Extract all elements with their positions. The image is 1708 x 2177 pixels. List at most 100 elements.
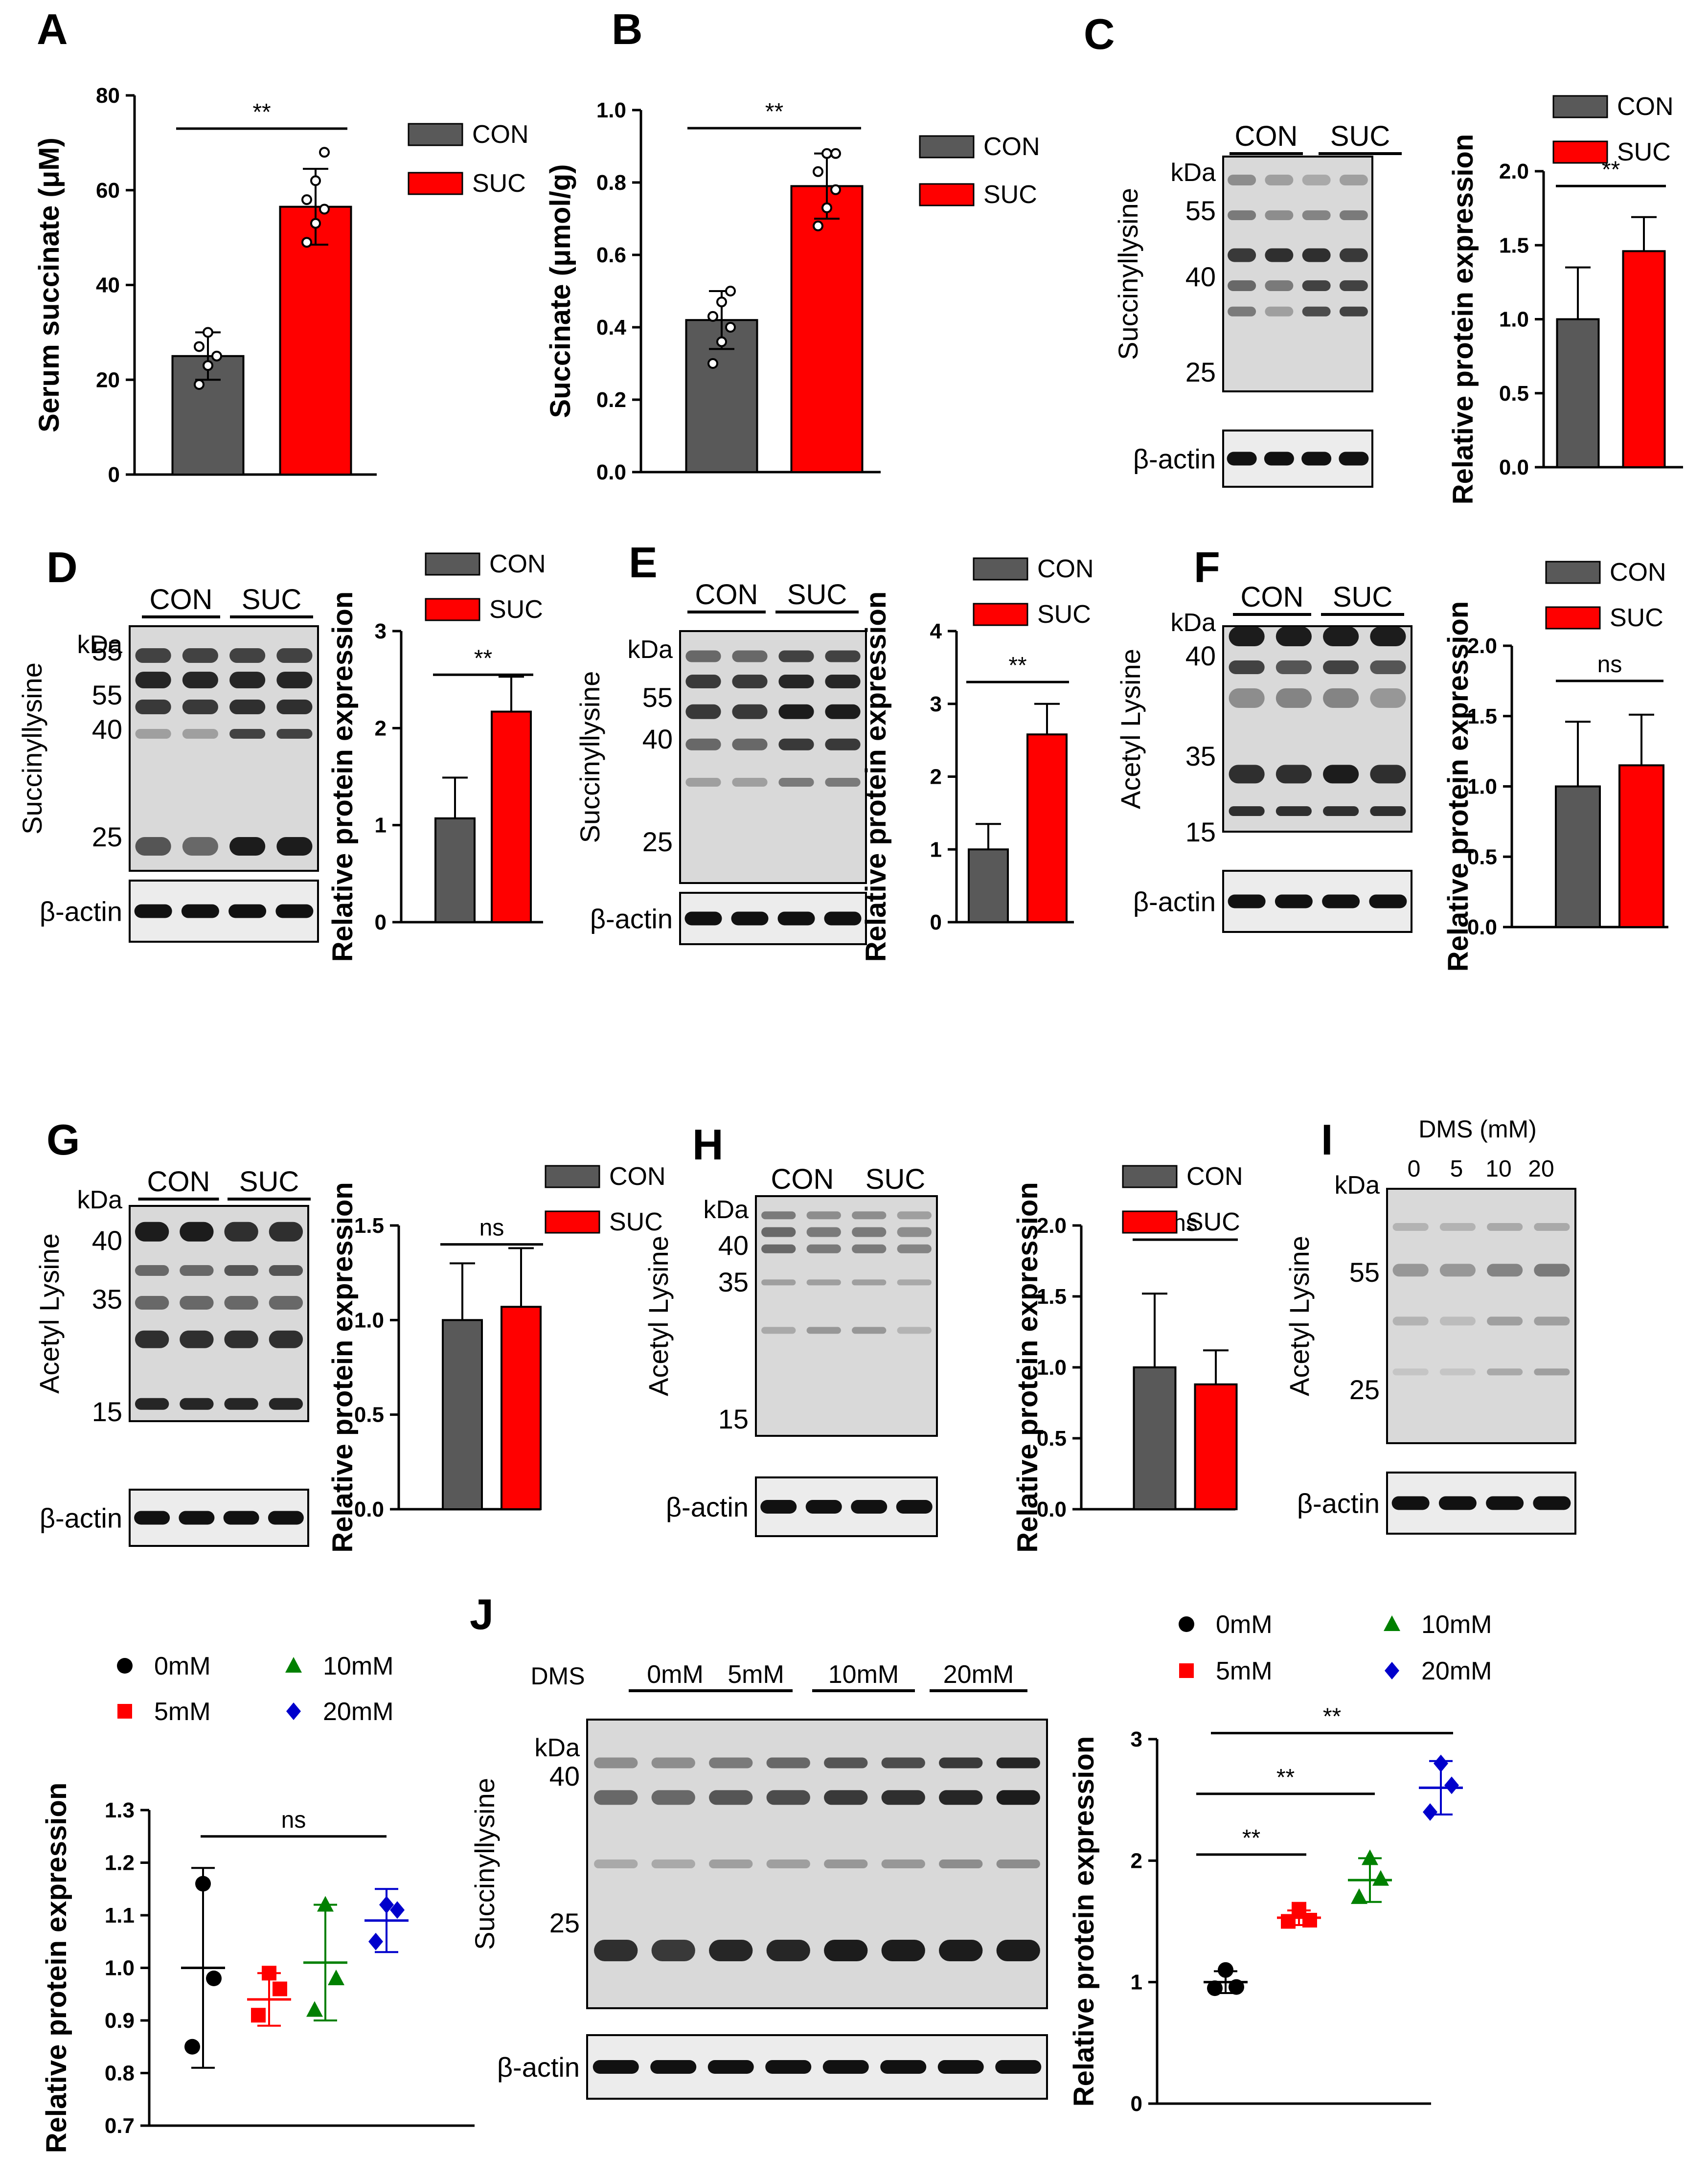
significance-label: ns bbox=[1597, 652, 1622, 678]
mw-marker: 15 bbox=[1185, 816, 1216, 847]
panel-letter-D: D bbox=[46, 543, 78, 591]
y-tick-label: 60 bbox=[96, 179, 120, 203]
lane-group-label: 20 bbox=[1528, 1156, 1554, 1182]
actin-band bbox=[777, 911, 815, 926]
band bbox=[594, 1940, 638, 1961]
band bbox=[778, 675, 814, 688]
y-tick-label: 0 bbox=[930, 910, 942, 934]
panel-letter-G: G bbox=[46, 1115, 80, 1164]
legend-swatch-suc bbox=[1545, 606, 1601, 630]
band bbox=[135, 1296, 169, 1310]
legend-label-0mM: 0mM bbox=[154, 1652, 211, 1680]
legend-label-suc: SUC bbox=[489, 595, 543, 624]
blot-C: CON SUC kDa 55 40 25 Succinyllysine β-actin bbox=[1113, 120, 1402, 488]
band bbox=[1487, 1264, 1523, 1277]
blot-title: Succinyllysine bbox=[1113, 188, 1143, 360]
y-tick-label: 0.0 bbox=[1037, 1497, 1067, 1521]
significance-label: ** bbox=[474, 645, 492, 671]
band bbox=[1439, 1223, 1476, 1231]
band bbox=[276, 648, 313, 663]
band bbox=[1228, 280, 1256, 291]
y-axis-label: Succinate (μmol/g) bbox=[545, 164, 576, 418]
actin-band bbox=[1369, 894, 1407, 908]
actin-band bbox=[268, 1511, 304, 1525]
legend-label-suc: SUC bbox=[472, 169, 526, 198]
data-point bbox=[301, 194, 312, 205]
data-point bbox=[194, 379, 205, 390]
actin-band bbox=[995, 2060, 1042, 2074]
band bbox=[761, 1211, 796, 1220]
band bbox=[1487, 1368, 1523, 1376]
band bbox=[1339, 210, 1368, 220]
band bbox=[778, 738, 814, 750]
band bbox=[806, 1227, 841, 1237]
actin-label: β-actin bbox=[497, 2052, 580, 2083]
band bbox=[1439, 1264, 1476, 1277]
band bbox=[1339, 280, 1368, 291]
kda-label: kDa bbox=[77, 1186, 123, 1214]
data-point bbox=[203, 327, 213, 338]
mw-marker: 25 bbox=[1185, 357, 1216, 387]
band bbox=[180, 1265, 214, 1276]
legend-swatch-con bbox=[408, 123, 463, 146]
mw-marker: 55 bbox=[1349, 1257, 1380, 1288]
band bbox=[881, 1860, 925, 1868]
legend-swatch-suc bbox=[408, 172, 463, 195]
data-point bbox=[194, 341, 205, 352]
band bbox=[276, 837, 313, 856]
data-point bbox=[1207, 1980, 1223, 1996]
y-axis-label: Relative protein expression bbox=[1447, 134, 1479, 504]
data-point bbox=[273, 1981, 287, 1996]
actin-label: β-actin bbox=[590, 904, 673, 934]
data-point bbox=[195, 1876, 211, 1892]
actin-label: β-actin bbox=[40, 1503, 122, 1534]
band bbox=[897, 1279, 932, 1286]
band bbox=[1265, 210, 1294, 220]
legend-label-5mM: 5mM bbox=[1216, 1657, 1273, 1685]
band bbox=[852, 1327, 887, 1334]
band bbox=[732, 650, 768, 662]
band bbox=[1534, 1316, 1570, 1326]
actin-band bbox=[851, 1500, 888, 1514]
blot-image bbox=[1222, 625, 1412, 833]
band bbox=[182, 837, 218, 856]
band bbox=[1439, 1316, 1476, 1326]
data-point bbox=[1302, 1913, 1317, 1928]
blot-H: CON SUC kDa 40 35 15 Acetyl Lysine β-actin bbox=[643, 1163, 938, 1537]
legend-label-20mM: 20mM bbox=[323, 1698, 393, 1726]
band bbox=[825, 778, 861, 787]
mw-marker: 35 bbox=[92, 1284, 122, 1315]
chart-E: 0 1 2 3 4 Relative protein expression ** CON SUC bbox=[860, 555, 1094, 962]
actin-band bbox=[822, 2060, 869, 2074]
band bbox=[135, 672, 171, 688]
y-tick-label: 0.6 bbox=[596, 243, 626, 267]
y-tick-label: 2.0 bbox=[1467, 634, 1497, 658]
lane-group-label: 5mM bbox=[728, 1660, 784, 1689]
y-tick-label: 80 bbox=[96, 84, 120, 108]
band bbox=[939, 1860, 983, 1868]
band bbox=[1370, 688, 1406, 708]
mw-marker: 55 bbox=[92, 635, 122, 666]
y-tick-label: 0 bbox=[1131, 2092, 1142, 2116]
blot-title: Succinyllysine bbox=[469, 1778, 500, 1950]
kda-label: kDa bbox=[1171, 159, 1216, 187]
data-point bbox=[319, 204, 330, 215]
mw-marker: 40 bbox=[1185, 261, 1216, 292]
band bbox=[778, 650, 814, 662]
data-point bbox=[1423, 1803, 1437, 1821]
band bbox=[1339, 175, 1368, 185]
y-tick-label: 1.2 bbox=[105, 1851, 135, 1875]
actin-band bbox=[181, 904, 219, 918]
legend-swatch-suc bbox=[1552, 140, 1608, 164]
y-tick-label: 0.2 bbox=[596, 388, 626, 412]
treatment-label: DMS (mM) bbox=[1418, 1115, 1537, 1143]
data-point bbox=[306, 2001, 323, 2017]
y-tick-label: 1.5 bbox=[354, 1214, 384, 1238]
y-tick-label: 1.0 bbox=[596, 98, 626, 122]
band bbox=[224, 1330, 258, 1348]
band bbox=[180, 1296, 214, 1310]
data-point bbox=[301, 237, 312, 248]
data-point bbox=[1218, 1962, 1233, 1978]
band bbox=[182, 700, 218, 714]
